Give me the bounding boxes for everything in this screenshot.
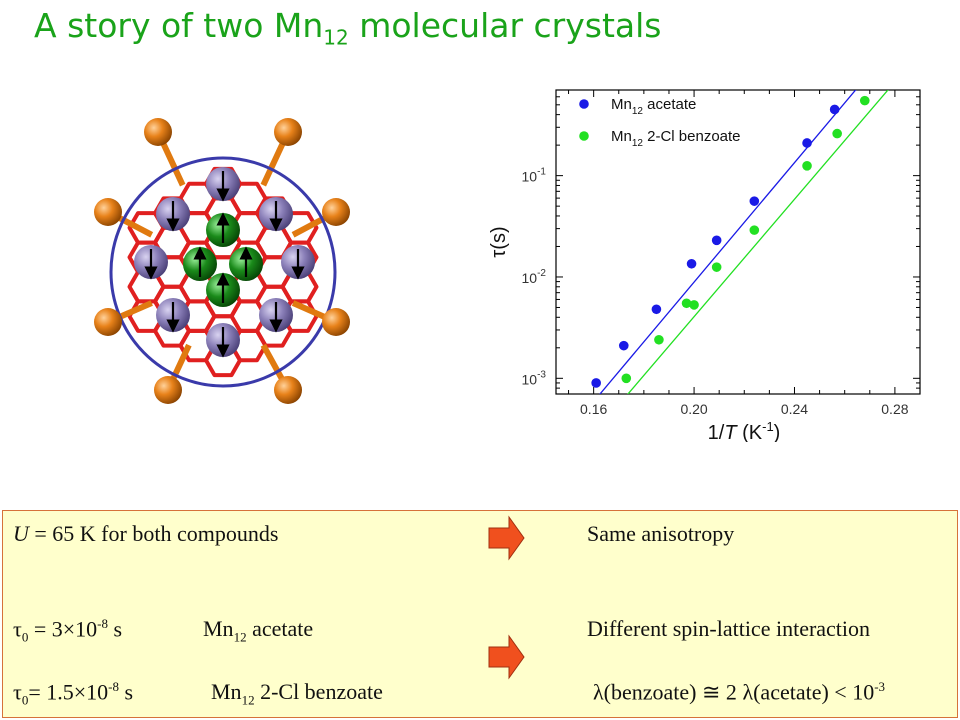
data-point [686, 258, 697, 269]
spin-lattice-text: Different spin-lattice interaction [587, 616, 871, 641]
outer-atom [274, 376, 302, 404]
data-point [832, 128, 842, 139]
data-point [711, 235, 722, 246]
data-point [711, 262, 722, 272]
right-arrow-icon [488, 515, 525, 561]
same-anisotropy-text: Same anisotropy [587, 521, 735, 546]
outer-atom [322, 198, 350, 226]
legend-marker [579, 99, 589, 109]
data-point [802, 161, 812, 171]
legend-marker [579, 131, 589, 141]
plot-area [555, 89, 921, 395]
compound-benzoate-text: Mn12 2-Cl benzoate [211, 679, 383, 708]
tau0-acetate-text: τ0 = 3×10-8 s [13, 616, 123, 645]
x-tick-label: 0.28 [881, 401, 908, 417]
legend: Mn12 acetate Mn12 2-Cl benzoate [579, 96, 741, 149]
data-point [859, 95, 870, 106]
lambda-relation-text: λ(benzoate) ≅ 2 λ(acetate) < 10-3 [593, 679, 886, 705]
energy-barrier-text: U = 65 K for both compounds [13, 521, 279, 546]
data-point [802, 138, 812, 148]
axis-labels: τ(s) 1/T (K-1) [488, 226, 780, 442]
x-tick-label: 0.24 [781, 401, 808, 417]
page-title: A story of two Mn12 molecular crystals [34, 6, 662, 50]
plot-frame [555, 89, 921, 395]
data-point [591, 378, 601, 388]
legend-label: Mn12 2-Cl benzoate [611, 128, 741, 149]
relaxation-time-chart: 0.16 0.20 0.24 0.28 10-1 10-2 10-3 Mn12 acetat… [488, 89, 921, 442]
compound-acetate-text: Mn12 acetate [203, 616, 314, 645]
data-point [749, 225, 760, 235]
y-axis-label: τ(s) [488, 226, 510, 257]
axis-ticks: 0.16 0.20 0.24 0.28 10-1 10-2 10-3 [522, 90, 921, 417]
x-tick-label: 0.16 [580, 401, 607, 417]
mn12-molecule-illustration [94, 118, 350, 404]
data-points [591, 95, 870, 388]
x-tick-label: 0.20 [680, 401, 707, 417]
data-point [621, 373, 632, 384]
fit-line [627, 90, 889, 394]
enclosing-ring [109, 156, 337, 388]
data-point [681, 298, 692, 309]
y-tick-label: 10-2 [522, 268, 547, 286]
data-point [618, 340, 629, 351]
x-axis-label: 1/T (K-1) [708, 419, 781, 442]
y-tick-label: 10-1 [522, 167, 547, 185]
outer-atom [322, 308, 350, 336]
atoms [94, 118, 350, 404]
outer-atom [144, 118, 172, 146]
y-tick-label: 10-3 [522, 369, 547, 387]
tau0-benzoate-text: τ0= 1.5×10-8 s [13, 679, 134, 708]
summary-box: U = 65 K for both compounds Same anisotr… [2, 510, 958, 718]
outer-atom [154, 376, 182, 404]
ring [109, 156, 337, 388]
outer-atom [94, 198, 122, 226]
fit-line [599, 90, 857, 394]
outer-atom [94, 308, 122, 336]
fit-lines [599, 90, 889, 394]
data-point [829, 104, 840, 115]
data-point [654, 334, 664, 345]
data-point [749, 196, 760, 206]
legend-label: Mn12 acetate [611, 96, 696, 117]
data-point [651, 304, 662, 315]
data-point [689, 300, 699, 310]
right-arrow-icon [488, 634, 525, 680]
outer-atom [274, 118, 302, 146]
